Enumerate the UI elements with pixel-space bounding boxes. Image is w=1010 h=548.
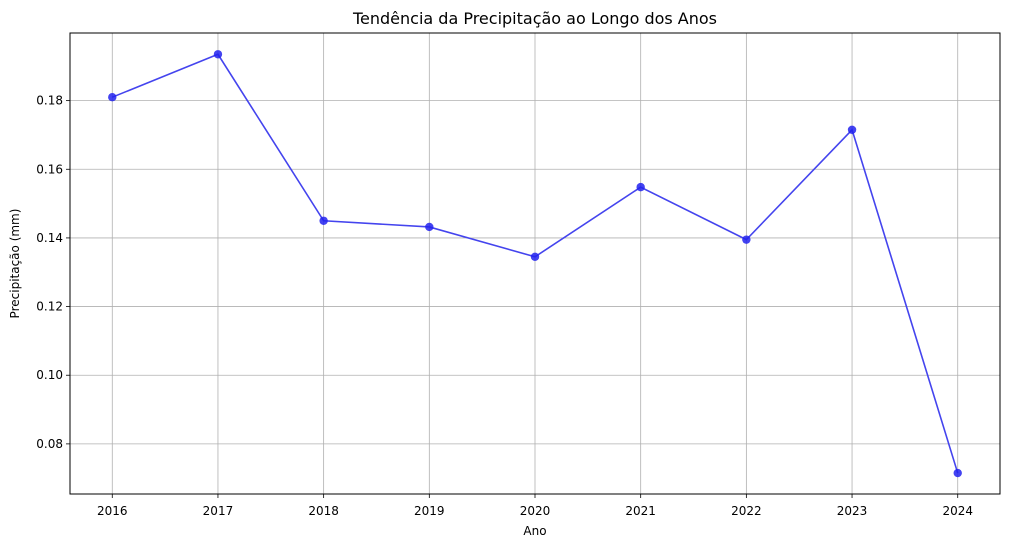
y-tick-label: 0.10 (36, 368, 63, 382)
data-point (108, 92, 117, 102)
grid-lines (70, 33, 1000, 494)
chart-title: Tendência da Precipitação ao Longo dos A… (352, 9, 717, 28)
x-tick-label: 2016 (97, 504, 128, 518)
data-point (319, 216, 328, 225)
x-tick-label: 2021 (625, 504, 656, 518)
x-axis-label: Ano (523, 524, 546, 538)
x-tick-label: 2017 (203, 504, 234, 518)
y-tick-label: 0.08 (36, 437, 63, 451)
x-tick-label: 2024 (942, 504, 973, 518)
x-tick-label: 2022 (731, 504, 762, 518)
data-point (425, 222, 434, 232)
data-point (636, 182, 645, 192)
data-point (742, 235, 751, 244)
data-point (530, 252, 540, 262)
y-tick-label: 0.16 (36, 162, 63, 176)
x-tick-label: 2019 (414, 504, 445, 518)
x-axis: 2016 2017 2018 2019 2020 2021 2022 2023 2024 (97, 494, 973, 518)
y-tick-label: 0.18 (36, 94, 63, 108)
x-tick-label: 2023 (837, 504, 868, 518)
x-tick-label: 2020 (520, 504, 551, 518)
data-point (213, 50, 223, 59)
series-layer (108, 50, 962, 478)
y-axis: 0.08 0.10 0.12 0.14 0.16 0.18 (36, 94, 70, 451)
y-tick-label: 0.14 (36, 231, 63, 245)
y-tick-label: 0.12 (36, 300, 63, 314)
data-point (953, 468, 962, 478)
y-axis-label: Precipitação (mm) (8, 209, 22, 319)
x-tick-label: 2018 (308, 504, 339, 518)
data-point (847, 125, 857, 134)
